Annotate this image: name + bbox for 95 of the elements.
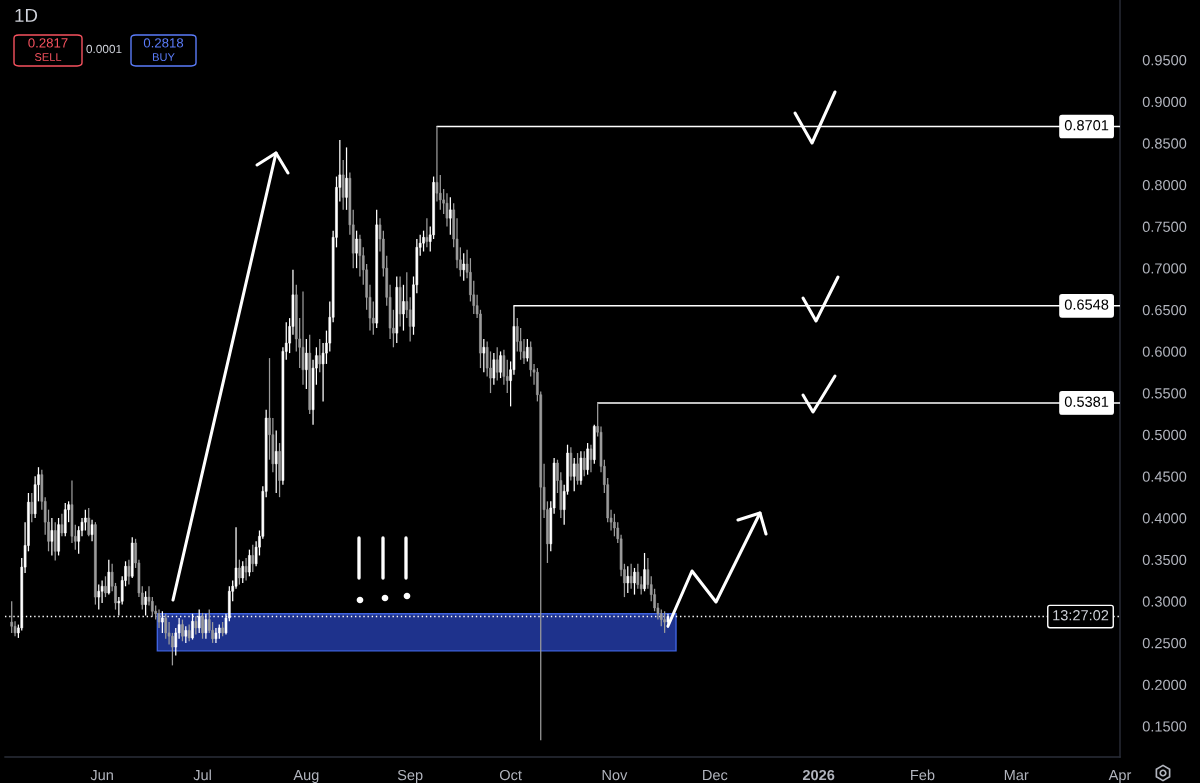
x-tick-label: Aug <box>293 770 319 783</box>
annotation: SELL <box>34 53 62 61</box>
candlestick <box>526 338 529 363</box>
y-tick-label: 0.5000 <box>1142 429 1187 441</box>
x-tick-label: Nov <box>602 770 628 781</box>
y-tick-label: 0.3500 <box>1142 554 1187 566</box>
candlestick <box>355 230 358 269</box>
y-tick-label: 0.8000 <box>1142 179 1187 191</box>
candlestick <box>572 457 576 492</box>
candlestick <box>579 450 583 486</box>
x-tick-label: Feb <box>911 769 935 781</box>
candlestick <box>63 502 67 537</box>
candlestick <box>576 452 579 486</box>
candlestick <box>84 509 87 532</box>
candlestick <box>663 610 666 634</box>
ref-line-label: 0.5381 <box>1064 396 1109 407</box>
y-tick-label: 0.7000 <box>1142 263 1187 274</box>
candlestick <box>204 613 208 640</box>
y-tick-label: 0.1500 <box>1142 721 1187 732</box>
x-tick-label: 2026 <box>802 769 835 781</box>
ref-line-label: 0.6548 <box>1064 299 1109 310</box>
x-tick-label: Sep <box>397 769 423 783</box>
candlestick <box>274 429 278 494</box>
x-tick-label: Dec <box>703 770 728 781</box>
candlestick <box>241 560 245 584</box>
candlestick <box>462 252 466 282</box>
annotation: BUY <box>152 53 175 61</box>
candlestick <box>345 146 348 211</box>
candlestick <box>589 444 593 473</box>
y-tick-label: 0.8500 <box>1142 138 1187 149</box>
annotation: 0.2817 <box>28 38 68 48</box>
candlestick <box>238 559 241 586</box>
candlestick <box>50 517 54 557</box>
annotation: 0.2818 <box>143 38 184 48</box>
candlestick <box>107 559 111 596</box>
candlestick <box>449 196 452 236</box>
candlestick <box>569 446 573 482</box>
candlestick <box>633 567 636 596</box>
candlestick <box>104 575 107 598</box>
candlestick <box>482 338 486 373</box>
x-tick-label: Mar <box>1004 770 1029 781</box>
x-tick-label: Jul <box>193 769 211 781</box>
y-tick-label: 0.3000 <box>1142 596 1187 607</box>
y-tick-label: 0.2000 <box>1142 679 1187 690</box>
y-tick-label: 0.4500 <box>1142 471 1187 482</box>
y-tick-label: 0.7500 <box>1142 221 1187 232</box>
candlestick <box>181 618 184 642</box>
x-tick-label: Apr <box>1108 770 1132 783</box>
candlestick <box>422 230 425 253</box>
candlestick <box>30 492 34 523</box>
candlestick <box>495 346 499 382</box>
annotation: 13:27:02 <box>1053 610 1109 621</box>
candlestick <box>97 583 101 611</box>
candlestick <box>499 350 502 379</box>
y-tick-label: 0.6000 <box>1142 346 1187 357</box>
candlestick <box>341 159 345 211</box>
y-tick-label: 0.6500 <box>1142 304 1187 316</box>
candlestick <box>57 517 60 557</box>
candlestick <box>10 600 14 634</box>
candlestick <box>629 563 633 590</box>
candlestick <box>144 590 147 617</box>
candlestick <box>87 507 91 537</box>
candlestick <box>305 338 308 390</box>
candlestick <box>582 450 586 477</box>
candlestick <box>90 519 94 542</box>
candlestick <box>201 612 204 640</box>
candlestick <box>244 557 248 582</box>
ref-line-label: 0.8701 <box>1064 120 1109 131</box>
candlestick <box>301 290 305 386</box>
candlestick <box>425 217 429 248</box>
candlestick <box>626 565 630 594</box>
annotation: 0.0001 <box>86 44 122 54</box>
y-tick-label: 0.4000 <box>1142 513 1187 524</box>
candlestick <box>60 513 64 537</box>
y-tick-label: 0.9000 <box>1142 96 1187 108</box>
candlestick <box>278 442 281 498</box>
candlestick <box>251 544 255 573</box>
candlestick <box>194 615 198 636</box>
candlestick <box>643 552 646 592</box>
candlestick <box>53 521 57 562</box>
y-tick-label: 0.9500 <box>1142 55 1187 66</box>
y-tick-label: 0.5500 <box>1142 388 1187 399</box>
candlestick <box>402 284 405 332</box>
candlestick <box>248 549 251 577</box>
x-tick-label: Jun <box>90 770 113 781</box>
candlestick <box>492 352 496 386</box>
candlestick <box>94 521 97 606</box>
candlestick <box>586 442 589 476</box>
candlestick <box>157 608 161 629</box>
candlestick <box>445 192 449 228</box>
y-tick-label: 0.2500 <box>1142 638 1187 649</box>
candlestick <box>318 338 322 373</box>
candlestick <box>127 559 131 586</box>
x-tick-label: Oct <box>499 769 522 781</box>
chart-title: 1D <box>15 8 38 22</box>
